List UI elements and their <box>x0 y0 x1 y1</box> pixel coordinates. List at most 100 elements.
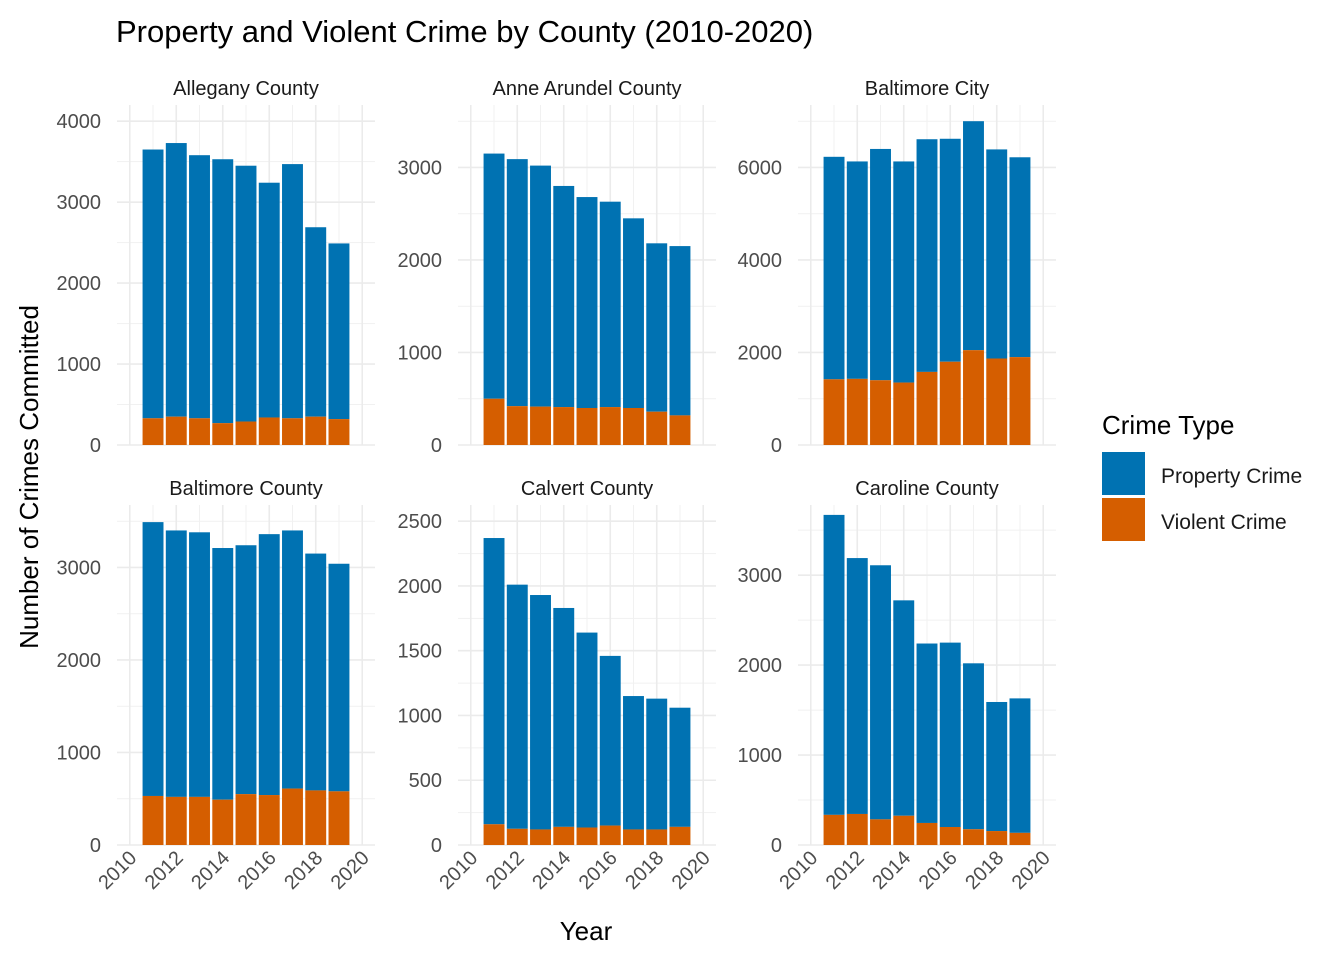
bar-property-crime <box>576 632 598 828</box>
x-tick-label: 2020 <box>668 847 715 894</box>
facet-panel: Anne Arundel County 0 1000 2000 3000 <box>398 78 716 457</box>
bar-violent-crime <box>823 814 845 845</box>
facet-title: Anne Arundel County <box>492 78 681 100</box>
y-tick-label: 1000 <box>738 745 783 767</box>
bar-violent-crime <box>846 378 868 445</box>
bar-violent-crime <box>305 416 327 445</box>
bar-property-crime <box>212 159 234 424</box>
bar-violent-crime <box>328 419 350 445</box>
y-tick-label: 1000 <box>57 742 102 764</box>
y-tick-label: 3000 <box>57 192 102 214</box>
bar-property-crime <box>235 165 257 422</box>
bar-violent-crime <box>165 796 187 845</box>
bar-property-crime <box>1009 698 1031 833</box>
bar-violent-crime <box>483 824 505 845</box>
bar-property-crime <box>305 553 327 791</box>
bar-violent-crime <box>530 829 551 845</box>
y-tick-label: 2000 <box>398 250 443 272</box>
y-tick-label: 0 <box>90 435 101 457</box>
y-tick-label: 2000 <box>738 342 783 364</box>
bar-violent-crime <box>669 826 691 845</box>
y-tick-label: 1000 <box>57 354 102 376</box>
bar-property-crime <box>916 643 938 823</box>
bar-violent-crime <box>1009 832 1031 845</box>
bar-property-crime <box>870 148 891 381</box>
x-tick-label: 2014 <box>868 847 915 894</box>
bar-violent-crime <box>142 795 164 845</box>
bar-violent-crime <box>963 829 984 845</box>
bar-violent-crime <box>282 418 303 445</box>
bar-property-crime <box>258 182 280 418</box>
bar-property-crime <box>986 149 1008 359</box>
legend-title: Crime Type <box>1102 410 1234 440</box>
bar-property-crime <box>212 548 234 800</box>
bar-property-crime <box>846 558 868 814</box>
facet-title: Calvert County <box>521 478 653 500</box>
x-tick-label: 2014 <box>187 847 234 894</box>
bar-violent-crime <box>235 421 257 445</box>
bar-property-crime <box>646 698 668 830</box>
bar-violent-crime <box>623 829 644 845</box>
bar-property-crime <box>823 156 845 380</box>
bar-property-crime <box>305 227 327 417</box>
facet-panels: Allegany County 0 1000 2000 3000 4000 Anne Aru… <box>57 78 1056 894</box>
bar-property-crime <box>846 161 868 379</box>
y-tick-label: 500 <box>409 770 442 792</box>
bar-violent-crime <box>553 407 575 445</box>
x-tick-label: 2012 <box>822 847 869 894</box>
bar-violent-crime <box>599 825 621 845</box>
bar-violent-crime <box>165 416 187 445</box>
bar-violent-crime <box>553 826 575 845</box>
bar-property-crime <box>893 161 915 383</box>
y-tick-label: 3000 <box>57 557 102 579</box>
bar-property-crime <box>506 159 528 407</box>
bar-violent-crime <box>189 418 210 445</box>
facet-panel: Allegany County 0 1000 2000 3000 4000 <box>57 78 375 457</box>
bar-property-crime <box>893 600 915 816</box>
y-tick-label: 2000 <box>57 650 102 672</box>
y-tick-label: 3000 <box>398 157 443 179</box>
bar-violent-crime <box>258 795 280 845</box>
facet-title: Baltimore County <box>169 478 322 500</box>
y-tick-label: 1000 <box>398 705 443 727</box>
bar-property-crime <box>328 243 350 420</box>
legend-label-property: Property Crime <box>1161 465 1302 488</box>
bar-violent-crime <box>870 380 891 445</box>
bar-violent-crime <box>1009 357 1031 445</box>
bar-violent-crime <box>483 398 505 445</box>
y-tick-label: 1000 <box>398 342 443 364</box>
x-tick-label: 2018 <box>280 847 327 894</box>
bar-property-crime <box>939 642 961 828</box>
bar-violent-crime <box>623 407 644 445</box>
bar-violent-crime <box>646 411 668 445</box>
bar-property-crime <box>165 530 187 797</box>
facet-panel: Baltimore City 0 2000 4000 6000 <box>738 78 1056 457</box>
bar-property-crime <box>142 149 164 419</box>
y-tick-label: 1500 <box>398 641 443 663</box>
legend-swatch-violent <box>1102 498 1145 541</box>
chart-title: Property and Violent Crime by County (20… <box>116 14 813 49</box>
bar-property-crime <box>623 218 644 408</box>
legend: Crime Type Property Crime Violent Crime <box>1102 410 1302 541</box>
y-tick-label: 2000 <box>57 273 102 295</box>
y-tick-label: 3000 <box>738 565 783 587</box>
y-tick-label: 0 <box>771 435 782 457</box>
x-tick-label: 2020 <box>327 847 374 894</box>
bar-violent-crime <box>669 415 691 445</box>
bar-violent-crime <box>939 361 961 445</box>
bar-property-crime <box>1009 157 1031 358</box>
bar-violent-crime <box>893 382 915 445</box>
bar-violent-crime <box>212 423 234 445</box>
bar-property-crime <box>483 153 505 399</box>
y-tick-label: 0 <box>431 435 442 457</box>
y-tick-label: 2000 <box>398 576 443 598</box>
bar-violent-crime <box>893 815 915 845</box>
bar-violent-crime <box>963 350 984 445</box>
bar-property-crime <box>576 197 598 408</box>
bar-property-crime <box>646 243 668 412</box>
bar-violent-crime <box>599 407 621 445</box>
bar-violent-crime <box>939 827 961 845</box>
